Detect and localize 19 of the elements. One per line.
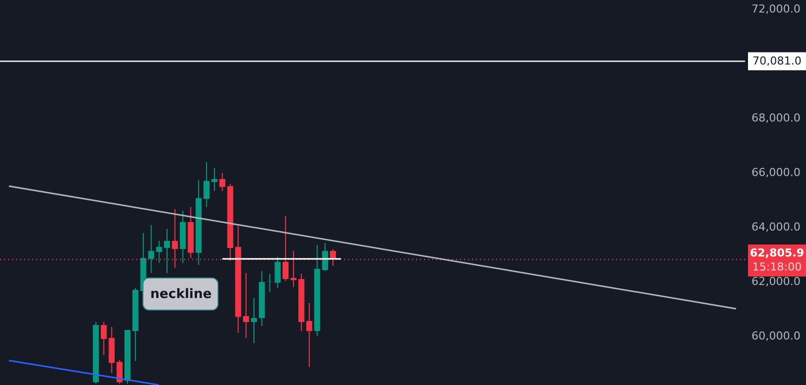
ref-line-label: 62,805.9 bbox=[750, 246, 804, 260]
y-tick-label: 60,000.0 bbox=[752, 329, 800, 342]
candlestick bbox=[156, 240, 162, 264]
text: 15:18:00 bbox=[752, 260, 802, 274]
y-tick-label: 68,000.0 bbox=[752, 111, 800, 124]
candlestick bbox=[250, 297, 257, 344]
candlestick bbox=[306, 302, 312, 368]
annotation: neckline bbox=[150, 287, 212, 302]
ref-line-label: 70,081.0 bbox=[752, 54, 802, 68]
candlestick bbox=[164, 228, 170, 274]
candlestick bbox=[322, 242, 328, 272]
y-tick-label: 62,000.0 bbox=[752, 274, 800, 288]
y-tick-label: 72,000.0 bbox=[752, 2, 800, 16]
candlestick bbox=[243, 272, 250, 338]
candlestick bbox=[116, 359, 123, 384]
y-tick-label: 64,000.0 bbox=[752, 220, 800, 234]
candlestick bbox=[204, 162, 210, 208]
candlestick bbox=[211, 167, 218, 192]
y-tick-label: 66,000.0 bbox=[752, 166, 800, 179]
